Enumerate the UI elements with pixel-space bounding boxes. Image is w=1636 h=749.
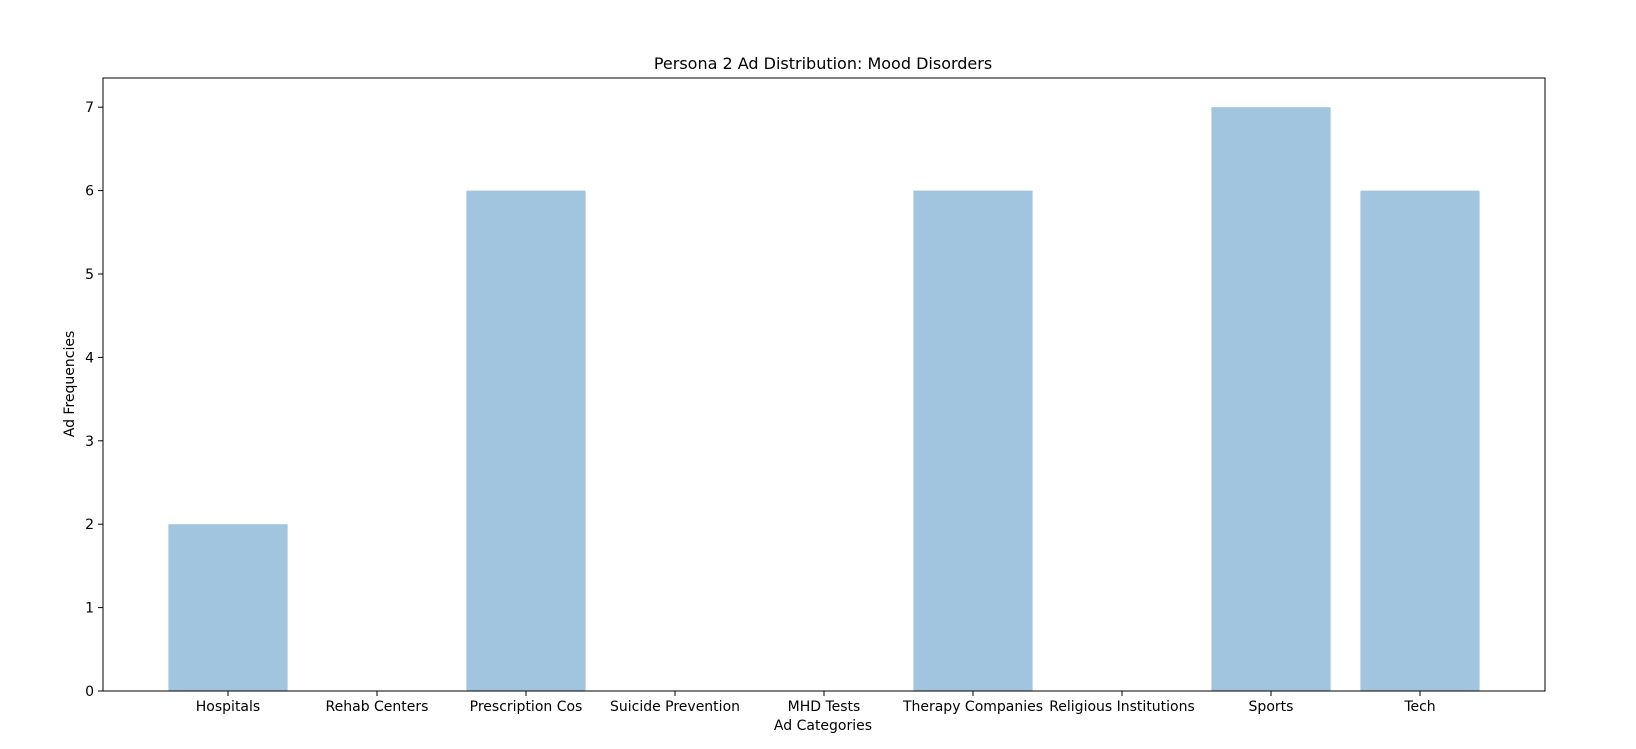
x-axis-label: Ad Categories <box>774 718 872 734</box>
bar <box>1360 190 1480 691</box>
bar <box>466 190 586 691</box>
x-tick-label: Religious Institutions <box>1049 699 1195 715</box>
y-tick-label: 4 <box>85 350 94 366</box>
x-tick-label: Hospitals <box>196 699 260 715</box>
y-tick-label: 6 <box>85 184 94 200</box>
x-tick-label: Suicide Prevention <box>610 699 740 715</box>
y-tick-label: 5 <box>85 267 94 283</box>
y-tick-label: 3 <box>85 434 94 450</box>
y-axis-ticks: 0 1 2 3 4 5 6 7 <box>85 100 103 700</box>
y-tick-label: 1 <box>85 601 94 617</box>
x-tick-label: Prescription Cos <box>470 699 583 715</box>
y-tick-label: 0 <box>85 684 94 700</box>
x-tick-label: Sports <box>1249 699 1294 715</box>
plot-area-frame <box>102 77 1546 692</box>
x-tick-label: Tech <box>1403 699 1435 715</box>
x-tick-label: Rehab Centers <box>326 699 429 715</box>
y-tick-label: 7 <box>85 100 94 116</box>
bar <box>1211 107 1331 691</box>
bars-group <box>168 107 1480 691</box>
y-axis-label: Ad Frequencies <box>62 331 78 438</box>
x-axis-ticks: Hospitals Rehab Centers Prescription Cos Su… <box>196 691 1436 715</box>
x-tick-label: MHD Tests <box>788 699 861 715</box>
bar <box>168 524 288 691</box>
bar <box>913 190 1033 691</box>
y-tick-label: 2 <box>85 517 94 533</box>
chart-title: Persona 2 Ad Distribution: Mood Disorder… <box>654 54 992 73</box>
x-tick-label: Therapy Companies <box>902 699 1043 715</box>
